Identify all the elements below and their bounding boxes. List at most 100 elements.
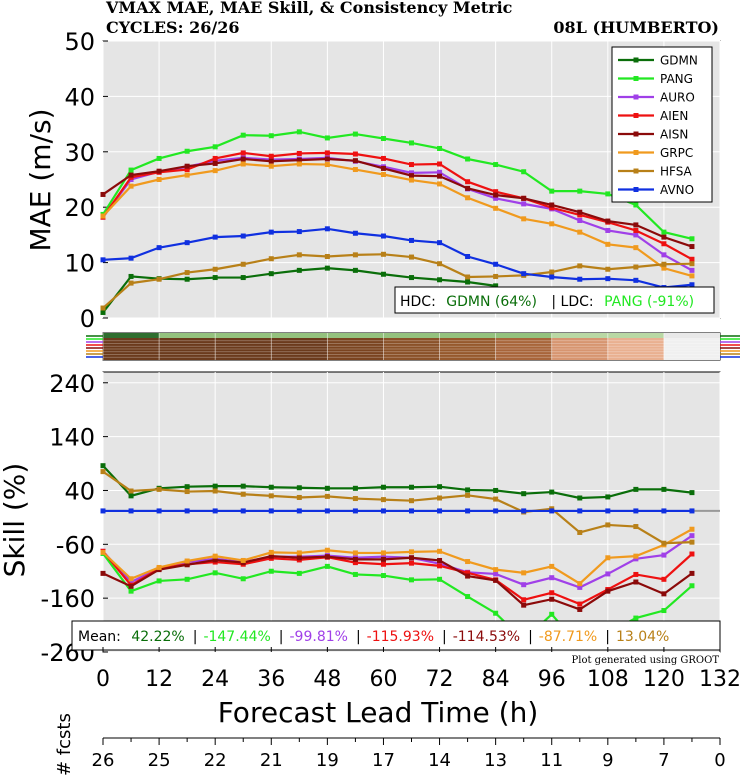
mae-point-aisn	[521, 195, 527, 201]
skill-point-auro	[380, 554, 386, 560]
skill-point-hfsa	[689, 539, 695, 545]
skill-point-gdmn	[549, 489, 555, 495]
skill-point-hfsa	[128, 488, 134, 494]
mae-point-pang	[324, 135, 330, 141]
mae-point-grpc	[156, 177, 162, 182]
mean-box: Mean: 42.22% | -147.44% | -99.81% | -115.93% | -…	[71, 620, 721, 651]
mae-series-aisn	[100, 156, 695, 250]
ldc-value: PANG (-91%)	[604, 294, 694, 310]
skill-point-pang	[689, 583, 695, 589]
skill-point-pang	[493, 610, 499, 616]
consistency-top-cell	[439, 333, 496, 338]
skill-point-avno	[184, 508, 190, 514]
skill-point-aisn	[465, 573, 471, 579]
skill-y-tick-label: -160	[41, 585, 95, 613]
mae-point-aisn	[212, 160, 218, 166]
skill-point-grpc	[240, 557, 246, 563]
ldc-label: | LDC:	[551, 294, 593, 310]
mean-value-aien: -115.93%	[367, 629, 434, 645]
mean-separator: |	[279, 629, 284, 645]
mae-point-hfsa	[549, 269, 555, 275]
hdc-ldc-annotation: HDC: GDMN (64%) | LDC: PANG (-91%)	[394, 286, 715, 314]
skill-point-aisn	[100, 570, 106, 576]
skill-point-auro	[605, 571, 611, 577]
hdc-label: HDC:	[400, 294, 436, 310]
mean-value-hfsa: 13.04%	[616, 629, 669, 645]
hdc-ldc-text: HDC: GDMN (64%) | LDC: PANG (-91%)	[400, 294, 694, 310]
mae-point-avno	[268, 229, 274, 235]
mae-point-grpc	[100, 213, 106, 219]
mae-point-aisn	[156, 168, 162, 174]
fcsts-count: 21	[260, 750, 283, 771]
fcsts-count: 13	[484, 750, 507, 771]
skill-series-grpc	[100, 526, 695, 587]
mae-point-pang	[605, 191, 611, 197]
fcsts-count: 0	[714, 750, 725, 771]
mae-point-grpc	[689, 273, 695, 279]
skill-point-pang	[380, 573, 386, 579]
mae-point-grpc	[521, 216, 527, 222]
mae-point-pang	[212, 144, 218, 150]
skill-y-axis-label: Skill (%)	[0, 463, 31, 578]
skill-point-avno	[493, 508, 499, 514]
skill-point-avno	[437, 508, 443, 514]
mae-point-hfsa	[240, 261, 246, 267]
mae-y-tick-label: 30	[64, 139, 95, 167]
mae-point-hfsa	[296, 252, 302, 258]
mae-point-grpc	[212, 168, 218, 174]
skill-point-gdmn	[352, 485, 358, 491]
skill-point-grpc	[437, 548, 443, 554]
skill-point-hfsa	[380, 497, 386, 503]
mae-point-avno	[100, 257, 106, 263]
mae-point-gdmn	[465, 279, 471, 285]
fcsts-ticks: 26 25 22 21 19 17 14 13 11 9 7 0	[92, 738, 726, 771]
skill-point-aisn	[324, 554, 330, 560]
mae-point-aisn	[324, 156, 330, 162]
skill-point-aisn	[549, 596, 555, 602]
fcsts-label: # fcsts	[54, 713, 75, 776]
skill-series-aisn	[100, 553, 695, 612]
skill-point-aisn	[493, 577, 499, 583]
skill-point-pang	[128, 588, 134, 594]
skill-point-avno	[156, 508, 162, 514]
mae-point-hfsa	[212, 266, 218, 272]
skill-point-gdmn	[661, 486, 667, 492]
skill-point-gdmn	[577, 495, 583, 501]
skill-series-layer	[100, 463, 695, 650]
skill-line-gdmn	[102, 464, 693, 500]
skill-point-hfsa	[296, 494, 302, 500]
mae-point-gdmn	[493, 283, 499, 289]
mae-point-grpc	[437, 181, 443, 187]
skill-point-aien	[577, 601, 583, 607]
mae-point-aien	[240, 150, 246, 156]
mae-point-grpc	[184, 172, 190, 178]
mean-value-pang: -147.44%	[203, 629, 270, 645]
mae-panel: 0 10 20 30 40 50 MAE (m/s) GDMN PANG AURO AIEN AI…	[24, 28, 721, 333]
skill-point-aisn	[268, 553, 274, 559]
fcsts-count: 22	[204, 750, 227, 771]
mae-point-avno	[633, 277, 639, 283]
skill-point-gdmn	[437, 484, 443, 490]
mae-point-gdmn	[100, 309, 106, 315]
skill-point-aisn	[352, 556, 358, 562]
mae-point-aisn	[465, 185, 471, 191]
mae-point-avno	[521, 271, 527, 277]
consistency-top-cell	[103, 333, 160, 338]
skill-point-aien	[380, 561, 386, 567]
skill-point-pang	[409, 577, 414, 583]
mae-point-aien	[212, 155, 218, 161]
skill-point-aisn	[296, 555, 302, 561]
mae-y-axis-label: MAE (m/s)	[24, 108, 57, 251]
mae-point-pang	[352, 131, 358, 137]
legend-marker-avno	[633, 187, 639, 192]
consistency-top-cell	[607, 333, 664, 338]
skill-point-pang	[240, 576, 246, 582]
consistency-top-cell	[159, 333, 216, 338]
mae-point-hfsa	[268, 256, 274, 262]
skill-point-avno	[212, 508, 218, 514]
mae-point-grpc	[296, 161, 302, 167]
skill-point-hfsa	[240, 491, 246, 497]
skill-point-auro	[633, 556, 639, 562]
mae-point-grpc	[577, 229, 583, 235]
skill-point-aien	[661, 576, 667, 582]
